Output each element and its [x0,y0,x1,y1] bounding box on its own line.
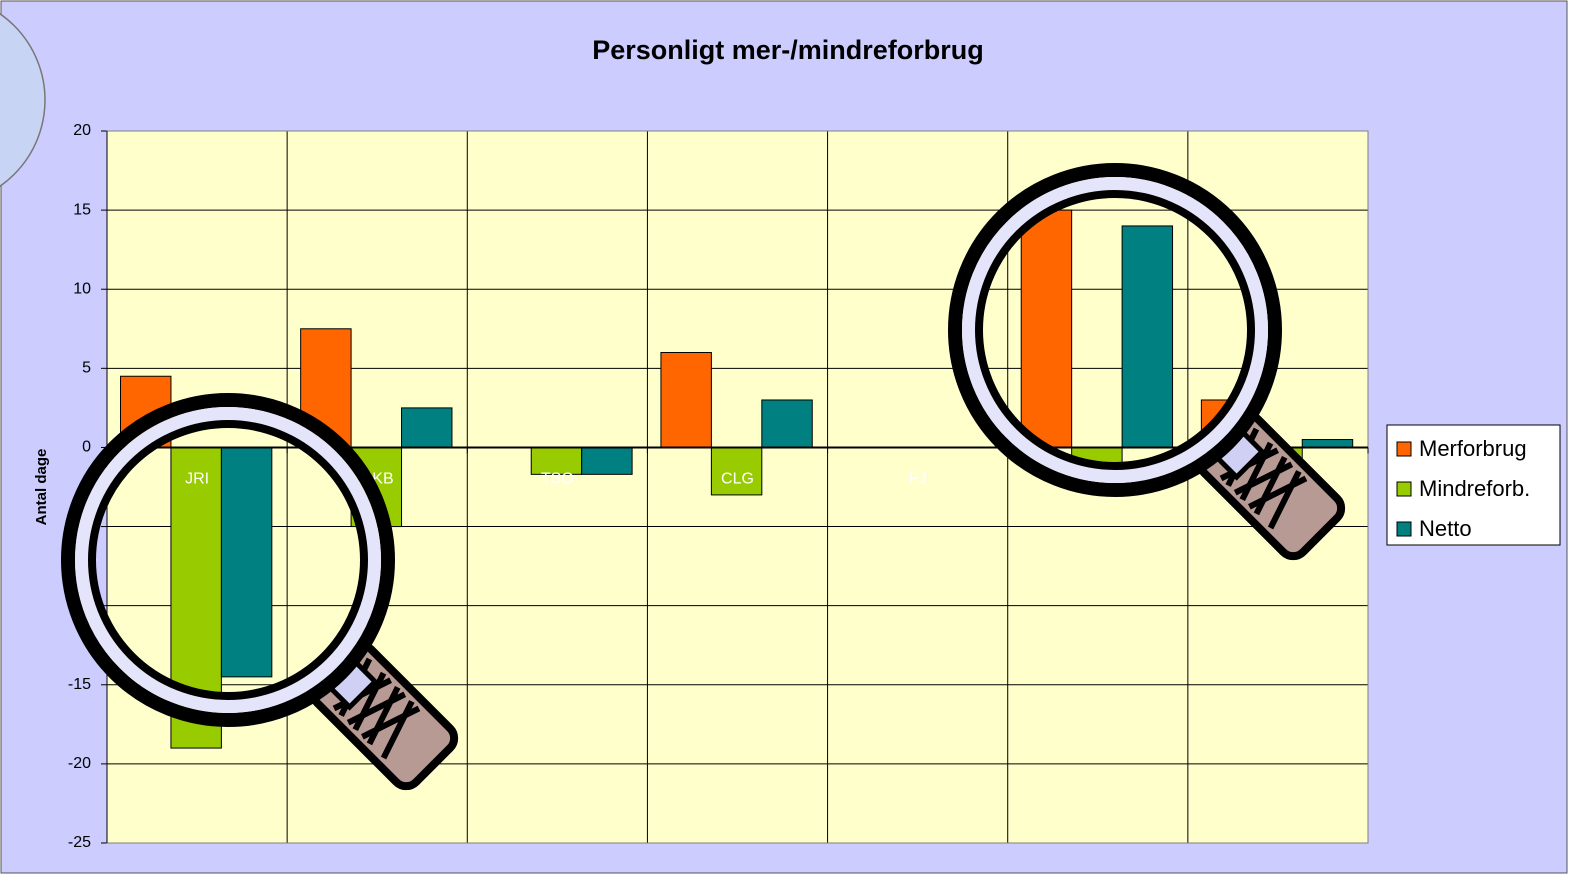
legend-label: Merforbrug [1419,436,1527,461]
y-tick-label: 10 [73,280,91,297]
chart-title: Personligt mer-/mindreforbrug [592,35,984,65]
y-tick-label: 5 [82,360,91,377]
y-tick-label: 15 [73,201,91,218]
bar [221,447,271,676]
bar [1122,226,1172,448]
legend-swatch [1397,482,1411,496]
bar [762,400,812,447]
x-tick-label: CLG [721,471,754,488]
legend-label: Mindreforb. [1419,476,1530,501]
legend: Merforbrug Mindreforb. Netto [1387,425,1560,545]
y-axis-label: Antal dage [33,449,50,526]
legend-swatch [1397,522,1411,536]
y-tick-label: -25 [68,834,91,851]
y-tick-label: -20 [68,755,91,772]
y-tick-label: -15 [68,676,91,693]
x-tick-label: FJ [909,471,927,488]
legend-label: Netto [1419,516,1472,541]
bar [1021,210,1071,447]
bar [1302,440,1352,448]
bar [582,447,632,474]
bar [402,408,452,448]
y-tick-label: 20 [73,122,91,139]
x-tick-label: JRI [185,471,209,488]
chart: Personligt mer-/mindreforbrug Antal dage… [0,0,1584,882]
bar [661,353,711,448]
y-tick-label: 0 [82,439,91,456]
legend-swatch [1397,442,1411,456]
x-tick-label: TSO [541,471,574,488]
